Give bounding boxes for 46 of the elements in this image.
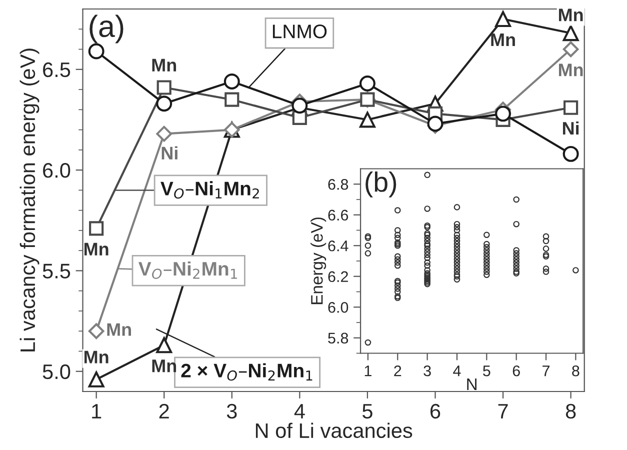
y-tick-label: 6.2	[328, 271, 348, 282]
x-axis-title: N	[467, 378, 476, 390]
x-tick-label: 7	[498, 404, 508, 418]
annotation: Mn	[107, 323, 131, 336]
y-tick-label: 6.6	[328, 210, 348, 221]
x-tick-label: 8	[566, 404, 576, 419]
x-tick-label: 3	[424, 365, 431, 376]
y-tick-label: 6.4	[328, 240, 348, 252]
x-tick-label: 1	[364, 366, 372, 376]
y-tick-label: 5.0	[42, 364, 70, 380]
annotation: Mn	[558, 8, 583, 22]
x-tick-label: 6	[512, 365, 520, 376]
x-tick-label: 4	[453, 366, 461, 376]
annotation: (a)	[90, 14, 124, 44]
x-tick-label: 1	[92, 404, 102, 418]
annotation: Mn	[152, 360, 176, 372]
annotation: Mn	[491, 34, 515, 46]
annotation: Mn	[558, 64, 583, 76]
legend-label: V$_{O}$–Ni$_{2}$Mn$_{1}$	[138, 261, 237, 279]
legend-label: V$_{O}$–Ni$_{1}$Mn$_{2}$	[160, 181, 259, 199]
annotation: Mn	[152, 58, 176, 72]
annotation: Ni	[562, 121, 579, 135]
y-axis-title: Energy (eV)	[310, 218, 326, 304]
annotation: (b)	[366, 172, 396, 198]
annotation: Mn	[84, 350, 108, 364]
text: LNMO	[272, 24, 327, 38]
x-tick-label: 5	[362, 404, 372, 419]
y-tick-label: 5.8	[328, 332, 348, 344]
x-tick-label: 8	[572, 365, 580, 376]
y-tick-label: 6.0	[328, 302, 348, 313]
y-axis-title: Li vacancy formation energy (eV)	[20, 48, 40, 352]
y-tick-label: 6.5	[43, 62, 70, 78]
x-axis-title: N of Li vacancies	[256, 422, 412, 438]
x-tick-label: 5	[483, 366, 490, 376]
x-tick-label: 2	[159, 404, 169, 418]
x-tick-label: 6	[430, 404, 440, 419]
x-tick-label: 7	[542, 366, 550, 376]
series-label: 2 × V$_{O}$–Ni$_{2}$Mn$_{1}$	[181, 363, 312, 381]
annotation: Mn	[84, 242, 108, 256]
x-tick-label: 3	[226, 404, 237, 419]
y-tick-label: 6.8	[328, 178, 348, 190]
annotation: Ni	[162, 146, 178, 160]
x-tick-label: 2	[394, 365, 402, 376]
y-tick-label: 5.5	[42, 264, 70, 278]
y-tick-label: 6.0	[43, 163, 70, 178]
x-tick-label: 4	[294, 404, 305, 418]
